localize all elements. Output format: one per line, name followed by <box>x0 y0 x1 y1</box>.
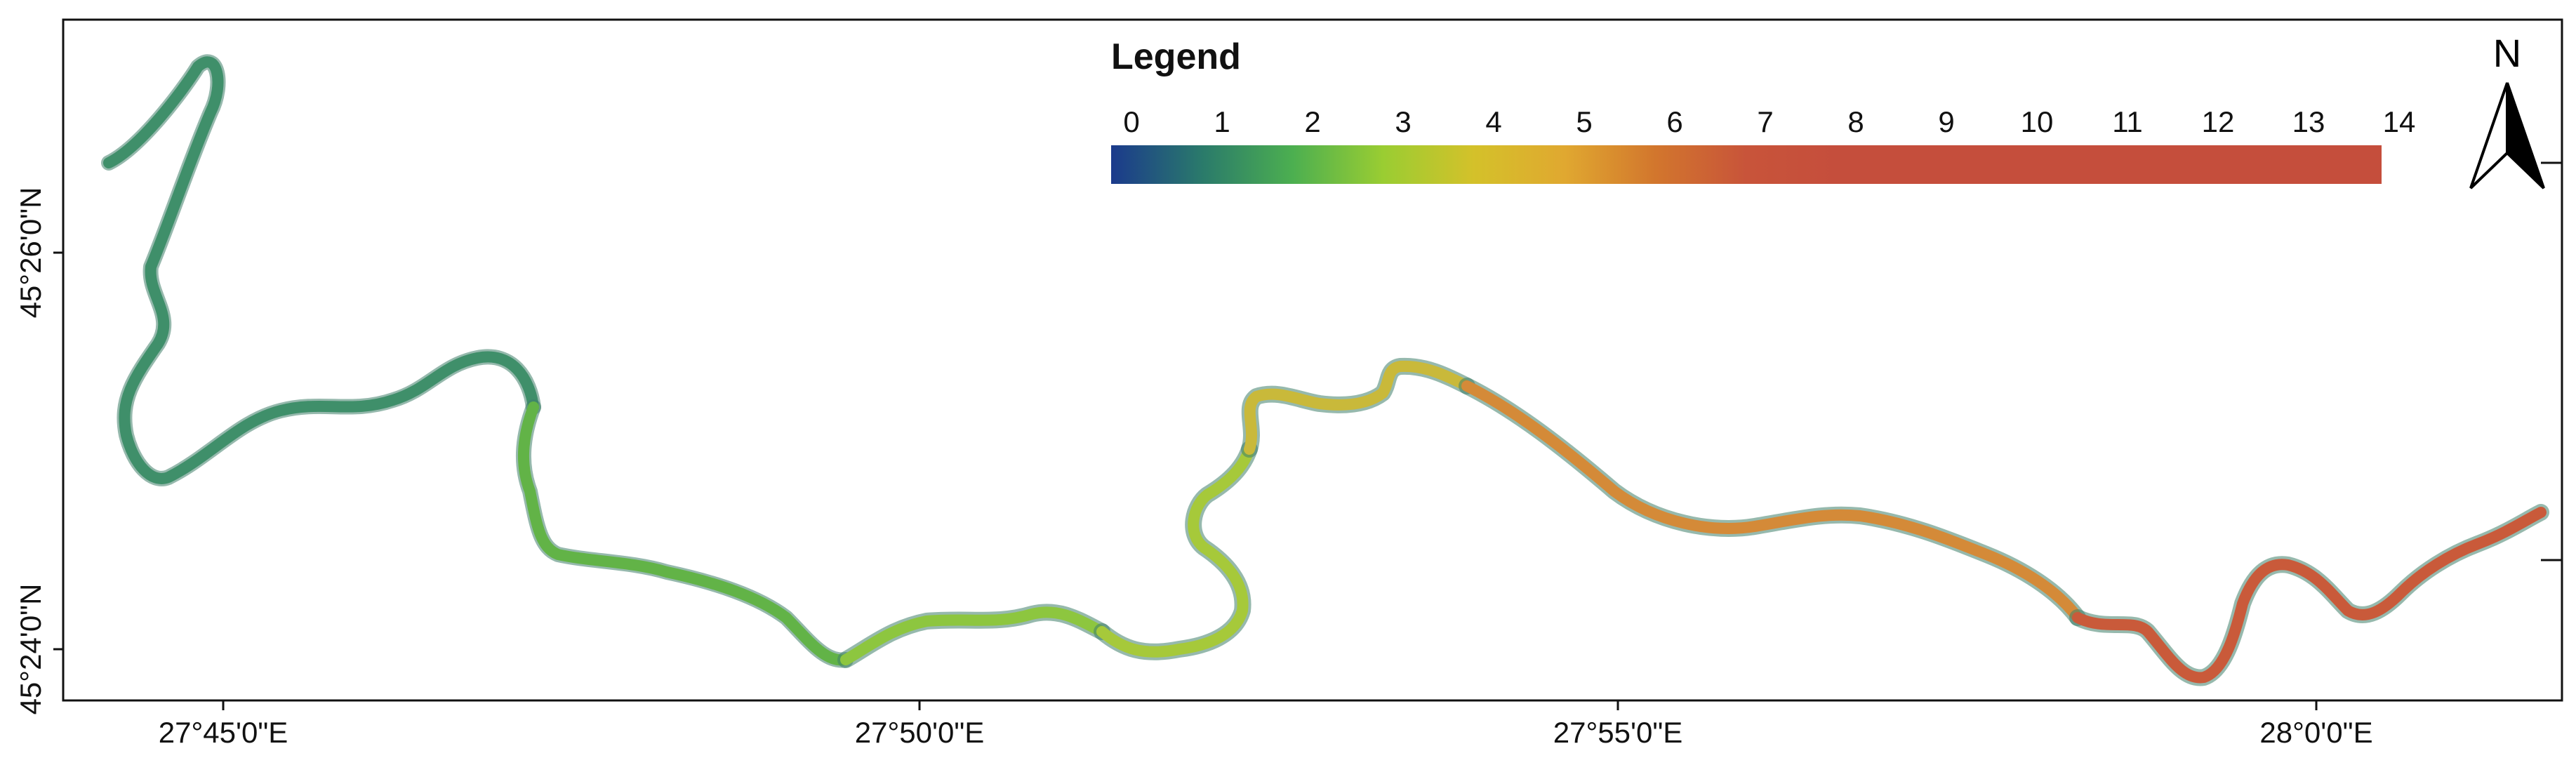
legend-label-14: 14 <box>2383 105 2416 138</box>
river-segment-5 <box>1244 360 1473 455</box>
north-arrow-icon <box>2469 82 2509 190</box>
river-bank-7 <box>2069 504 2549 686</box>
legend-label-7: 7 <box>1757 105 1773 138</box>
legend: Legend 0 1 2 3 4 5 6 7 8 9 10 11 12 13 14 <box>1111 36 2415 184</box>
legend-label-1: 1 <box>1214 105 1230 138</box>
river-bank-1 <box>101 54 541 486</box>
x-tick-label-3: 27°55'0"E <box>1553 716 1683 749</box>
legend-label-9: 9 <box>1938 105 1954 138</box>
x-tick-label-4: 28°0'0"E <box>2259 716 2372 749</box>
legend-label-11: 11 <box>2112 105 2143 138</box>
x-tick-marks <box>222 700 2318 710</box>
map-frame <box>62 18 2563 702</box>
legend-label-2: 2 <box>1304 105 1320 138</box>
x-tick-label-2: 27°50'0"E <box>855 716 985 749</box>
legend-label-13: 13 <box>2292 105 2325 138</box>
legend-color-ramp <box>1111 145 2382 184</box>
y-tick-label-2: 45°24'0"N <box>14 584 47 715</box>
legend-labels: 0 1 2 3 4 5 6 7 8 9 10 11 12 13 14 <box>1123 105 2415 138</box>
x-tick-label-1: 27°45'0"E <box>159 716 288 749</box>
legend-label-5: 5 <box>1576 105 1592 138</box>
north-arrow-icon-shaded <box>2506 82 2545 190</box>
legend-label-0: 0 <box>1123 105 1139 138</box>
legend-label-8: 8 <box>1847 105 1864 138</box>
y-tick-label-1: 45°26'0"N <box>14 187 47 319</box>
river-segment-3 <box>840 606 1108 665</box>
river-channel <box>101 54 2549 686</box>
legend-label-3: 3 <box>1395 105 1411 138</box>
legend-label-6: 6 <box>1666 105 1682 138</box>
river-bank-6 <box>1459 378 2086 626</box>
north-label: N <box>2493 31 2521 75</box>
legend-label-10: 10 <box>2021 105 2054 138</box>
legend-label-12: 12 <box>2202 105 2235 138</box>
legend-label-4: 4 <box>1485 105 1501 138</box>
river-segment-4 <box>1096 444 1255 658</box>
legend-title: Legend <box>1111 36 1241 77</box>
north-arrow: N <box>2469 31 2545 190</box>
river-segment-6 <box>1461 380 2083 623</box>
river-segment-7 <box>2072 507 2547 684</box>
river-segment-2 <box>517 401 851 666</box>
river-segment-1 <box>103 56 539 484</box>
y-tick-marks <box>53 161 2562 651</box>
